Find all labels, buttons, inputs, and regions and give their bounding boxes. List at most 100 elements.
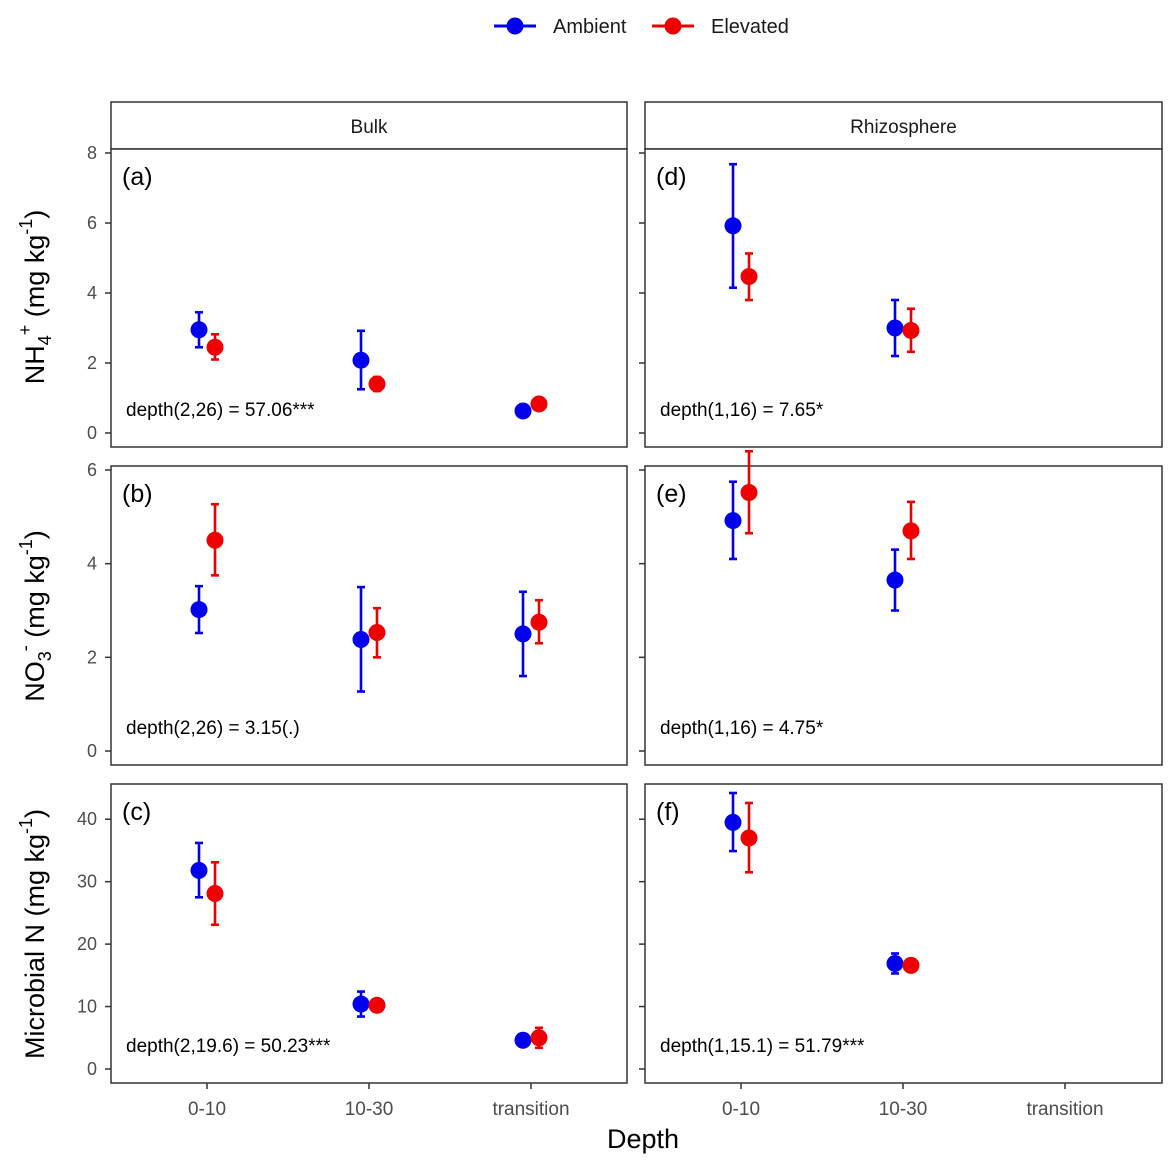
point-marker [368, 375, 386, 393]
data-point-elevated [206, 332, 224, 361]
y-label-sub: 3 [35, 651, 55, 661]
panel-letter: (b) [122, 480, 153, 508]
x-tick-label: 0-10 [722, 1099, 760, 1120]
point-marker [530, 1029, 548, 1047]
y-tick-label: 20 [77, 934, 97, 954]
stat-annotation: depth(1,16) = 4.75* [660, 718, 824, 739]
point-marker [352, 351, 370, 369]
x-tick-label: 10-30 [879, 1099, 928, 1120]
y-label-unit: (mg kg [20, 235, 50, 325]
point-marker [530, 395, 548, 413]
point-marker [206, 338, 224, 356]
stat-annotation: depth(2,19.6) = 50.23*** [126, 1036, 331, 1057]
data-point-elevated [740, 252, 758, 302]
data-point-elevated [368, 606, 386, 659]
point-marker [368, 624, 386, 642]
data-point-ambient [514, 402, 532, 420]
legend: Ambient Elevated [494, 16, 789, 38]
legend-marker [506, 17, 524, 35]
data-point-ambient [190, 841, 208, 899]
legend-item-ambient: Ambient [494, 16, 627, 38]
y-axis-label: NH4+ (mg kg-1) [15, 210, 55, 385]
facet-strip [644, 101, 1163, 150]
panel-letter: (a) [122, 163, 153, 191]
y-label-unit: (mg kg [20, 834, 50, 924]
y-label-unit-end: ) [20, 210, 50, 219]
legend-label: Ambient [553, 16, 627, 38]
y-label-unit-end: ) [20, 530, 50, 539]
data-point-elevated [902, 956, 920, 974]
data-point-elevated [206, 861, 224, 927]
x-tick-label: transition [492, 1099, 569, 1120]
data-point-ambient [352, 329, 370, 391]
point-marker [514, 1031, 532, 1049]
stat-annotation: depth(2,26) = 3.15(.) [126, 718, 300, 739]
point-marker [352, 995, 370, 1013]
y-label-unit-end: ) [20, 809, 50, 818]
y-tick-label: 6 [87, 213, 97, 233]
stat-annotation: depth(1,15.1) = 51.79*** [660, 1036, 865, 1057]
y-axis-label: Microbial N (mg kg-1) [16, 809, 50, 1059]
y-label-sup: - [15, 645, 35, 651]
y-label-base: NO [20, 661, 50, 702]
point-marker [190, 601, 208, 619]
data-point-elevated [368, 375, 386, 393]
data-point-ambient [724, 480, 742, 561]
facet-strip-label: Bulk [351, 117, 388, 138]
data-point-elevated [206, 502, 224, 577]
y-tick-label: 10 [77, 997, 97, 1017]
y-tick-label: 2 [87, 647, 97, 667]
y-label-base: Microbial N [20, 924, 50, 1059]
data-point-ambient [724, 162, 742, 290]
panel-f: 0-10 10-30 transition (f) depth(1,15.1) = 51… [639, 783, 1163, 1120]
data-point-ambient [886, 298, 904, 358]
data-point-elevated [530, 1026, 548, 1050]
point-marker [368, 996, 386, 1014]
data-point-ambient [886, 952, 904, 975]
y-label-unit: (mg kg [20, 555, 50, 645]
panel-frame [644, 148, 1163, 448]
facet-strip-label: Rhizosphere [850, 117, 957, 138]
point-marker [514, 402, 532, 420]
data-point-elevated [902, 307, 920, 354]
data-point-ambient [514, 1031, 532, 1049]
y-tick-label: 0 [87, 423, 97, 443]
y-tick-label: 30 [77, 872, 97, 892]
y-label-sub: 4 [35, 335, 55, 345]
data-point-ambient [724, 791, 742, 853]
x-tick-label: 0-10 [188, 1099, 226, 1120]
data-point-ambient [190, 584, 208, 635]
point-marker [514, 625, 532, 643]
point-marker [206, 531, 224, 549]
point-marker [724, 813, 742, 831]
stat-annotation: depth(1,16) = 7.65* [660, 400, 824, 421]
y-label-base: NH [20, 345, 50, 384]
data-point-ambient [886, 548, 904, 612]
data-point-elevated [530, 395, 548, 413]
point-marker [886, 319, 904, 337]
point-marker [724, 217, 742, 235]
y-tick-label: 2 [87, 353, 97, 373]
point-marker [740, 829, 758, 847]
point-marker [902, 321, 920, 339]
data-point-elevated [530, 598, 548, 645]
y-label-unit-sup: -1 [16, 539, 36, 555]
y-tick-label: 4 [87, 554, 97, 574]
point-marker [190, 321, 208, 339]
panel-frame [644, 783, 1163, 1084]
x-tick-label: 10-30 [345, 1099, 394, 1120]
x-tick-label: transition [1026, 1099, 1103, 1120]
y-label-sup: + [15, 325, 35, 336]
data-point-ambient [352, 585, 370, 693]
y-tick-label: 4 [87, 283, 97, 303]
panel-letter: (e) [656, 480, 687, 508]
y-axis-label: NO3- (mg kg-1) [15, 530, 55, 702]
data-point-elevated [740, 801, 758, 874]
y-label-unit-sup: -1 [16, 818, 36, 834]
data-point-ambient [514, 590, 532, 678]
stat-annotation: depth(2,26) = 57.06*** [126, 400, 315, 421]
legend-marker [664, 17, 682, 35]
panel-letter: (c) [122, 798, 151, 826]
panel-b: 0 2 4 6 (b) depth(2,26) = 3.15(.) [87, 460, 628, 766]
